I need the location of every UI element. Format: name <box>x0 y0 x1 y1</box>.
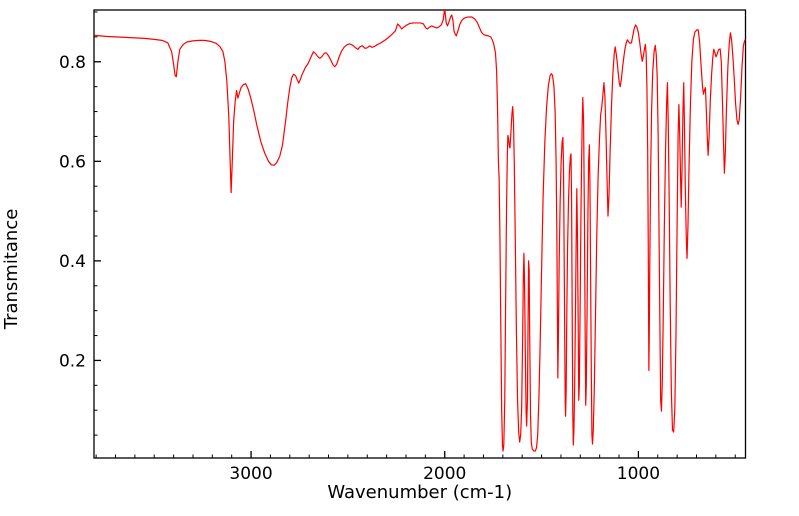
spectrum-line <box>94 10 746 452</box>
plot-frame <box>93 9 747 459</box>
y-tick-label: 0.6 <box>59 152 86 172</box>
x-tick-label: 1000 <box>617 464 660 484</box>
y-tick-label: 0.4 <box>59 252 86 272</box>
y-tick-label: 0.2 <box>59 351 86 371</box>
x-tick-label: 2000 <box>423 464 466 484</box>
y-tick-label: 0.8 <box>59 53 86 73</box>
y-axis-label: Transmitance <box>1 209 22 331</box>
x-tick-label: 3000 <box>229 464 272 484</box>
x-axis-label: Wavenumber (cm-1) <box>327 482 512 503</box>
